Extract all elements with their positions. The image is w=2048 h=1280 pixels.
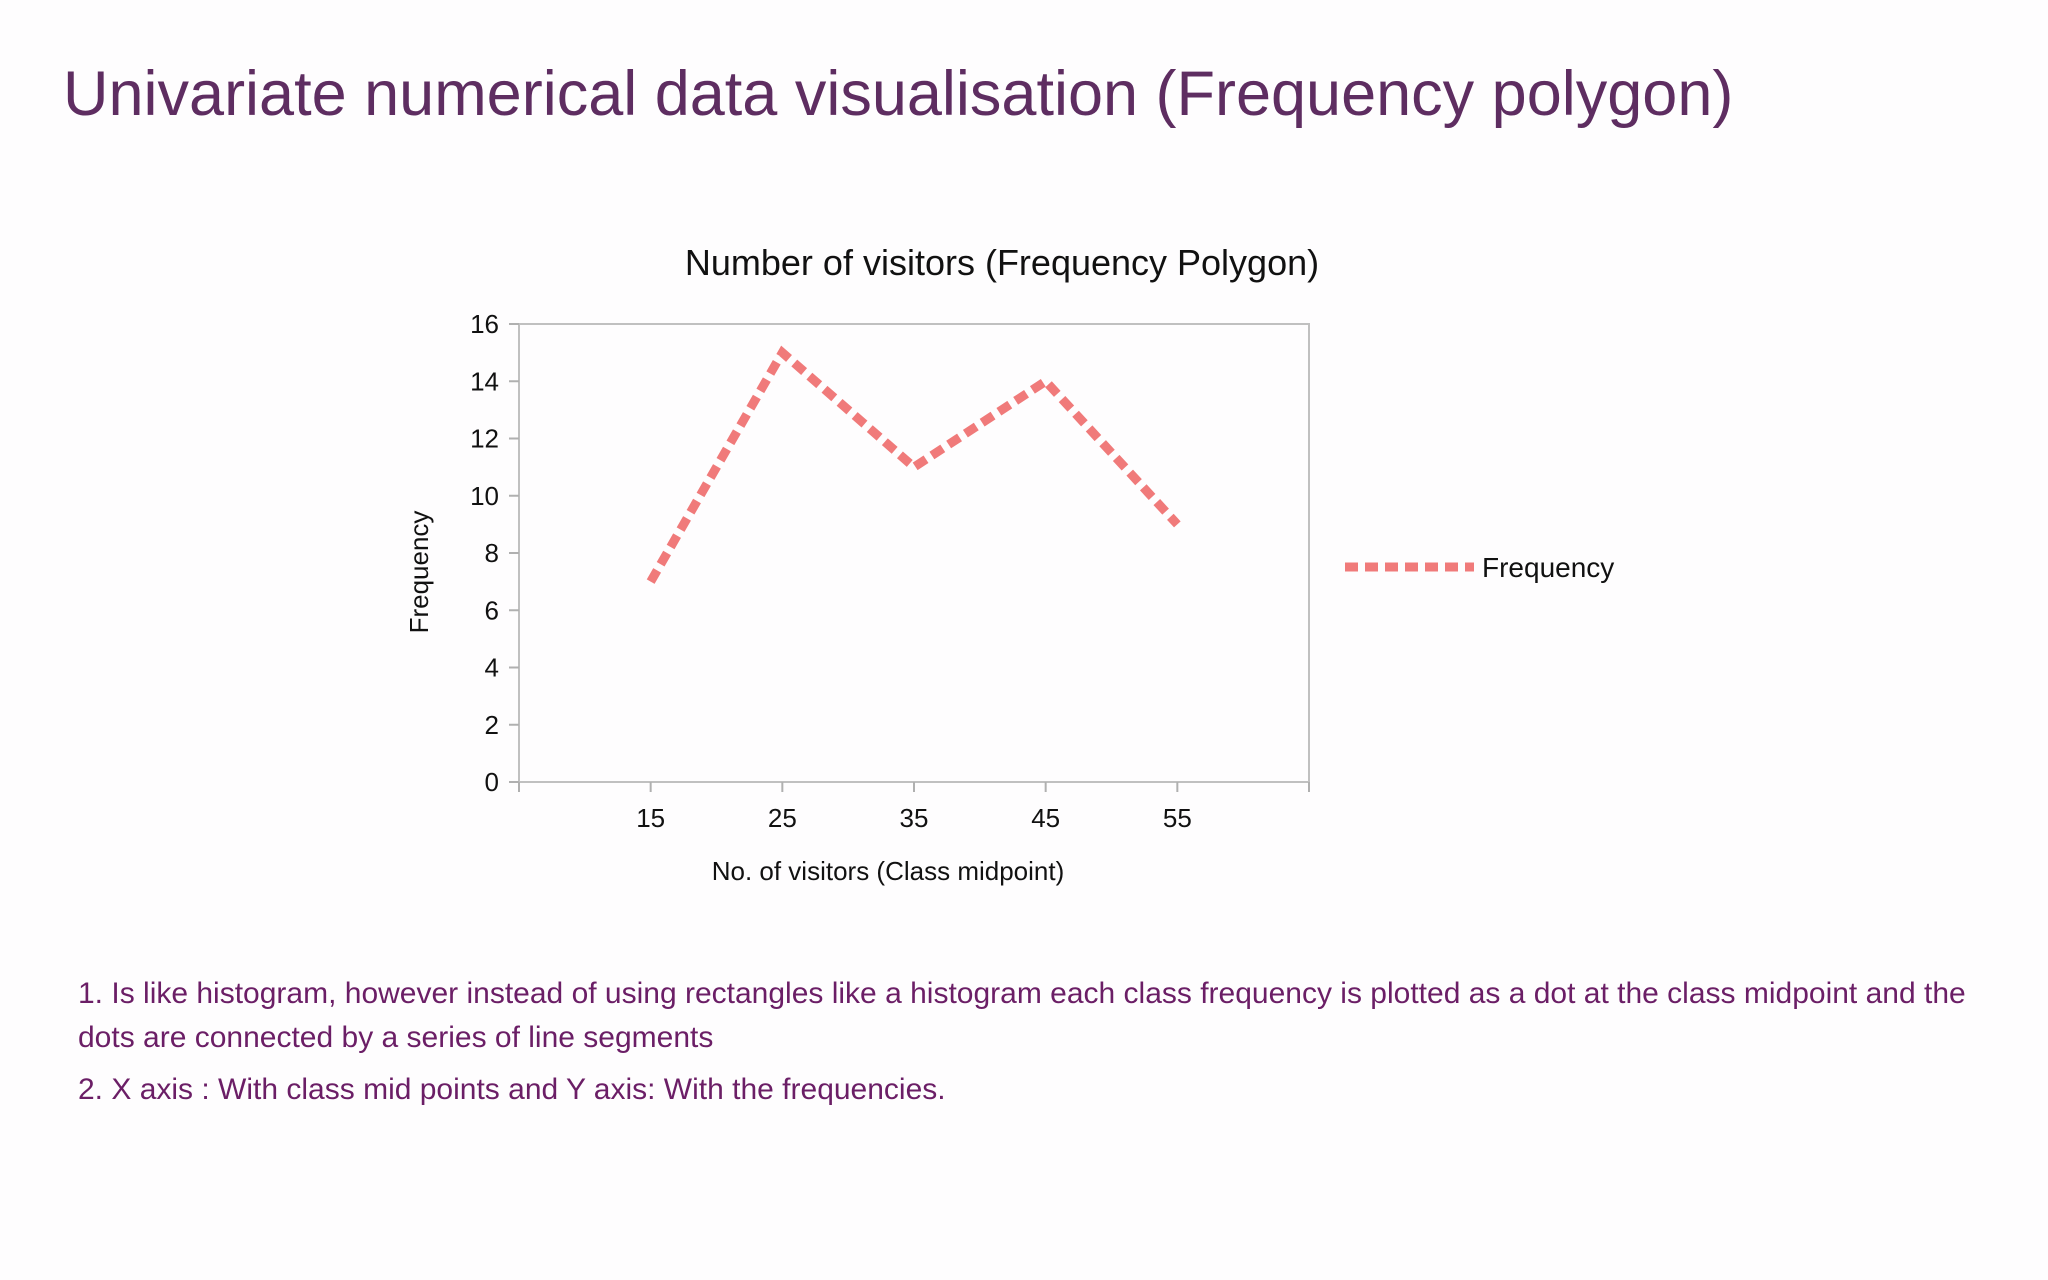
y-tick-label: 4 — [485, 653, 499, 683]
y-axis: 0 2 4 6 8 10 12 14 16 — [470, 309, 519, 797]
y-tick-label: 12 — [470, 424, 499, 454]
notes: 1. Is like histogram, however instead of… — [78, 972, 1978, 1120]
y-tick-label: 8 — [485, 538, 499, 568]
note-2: 2. X axis : With class mid points and Y … — [78, 1073, 946, 1106]
y-tick-label: 2 — [485, 710, 499, 740]
y-tick-label: 6 — [485, 595, 499, 625]
page-title: Univariate numerical data visualisation … — [63, 59, 1734, 129]
legend: Frequency — [1345, 552, 1614, 583]
y-axis-label: Frequency — [404, 511, 434, 634]
x-tick-label: 35 — [900, 803, 929, 833]
series-layer — [646, 345, 1181, 584]
y-tick-label: 14 — [470, 366, 499, 396]
x-axis-label: No. of visitors (Class midpoint) — [712, 856, 1065, 886]
plot-area — [518, 323, 1310, 783]
x-tick-label: 55 — [1163, 803, 1192, 833]
y-tick-label: 0 — [485, 767, 499, 797]
x-tick-label: 15 — [636, 803, 665, 833]
y-tick-label: 10 — [470, 481, 499, 511]
y-tick-label: 16 — [470, 309, 499, 339]
x-axis: 15 25 35 45 55 — [518, 782, 1310, 833]
x-tick-label: 45 — [1031, 803, 1060, 833]
note-1: 1. Is like histogram, however instead of… — [78, 977, 1966, 1054]
legend-label: Frequency — [1482, 552, 1614, 583]
chart-title: Number of visitors (Frequency Polygon) — [685, 242, 1319, 283]
x-tick-label: 25 — [768, 803, 797, 833]
series-line — [646, 345, 1181, 584]
